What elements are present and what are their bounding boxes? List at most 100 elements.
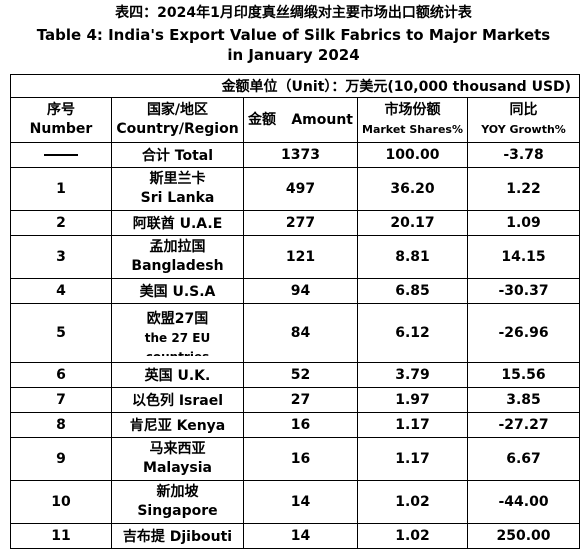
row-amount: 277 — [243, 210, 358, 236]
row-number: 5 — [10, 303, 112, 363]
header-country-en: Country/Region — [116, 121, 239, 137]
row-share: 1.17 — [357, 412, 468, 438]
row-number: 3 — [10, 235, 112, 279]
total-dash — [10, 142, 112, 168]
row-number: 1 — [10, 167, 112, 211]
row-yoy: 250.00 — [466, 523, 581, 549]
country-en: Malaysia — [143, 460, 212, 476]
total-share: 100.00 — [357, 142, 468, 168]
row-yoy: 6.67 — [466, 437, 581, 481]
header-number-en: Number — [29, 121, 93, 137]
row-number: 7 — [10, 387, 112, 413]
table-row: 8 肯尼亚 Kenya 16 1.17 -27.27 — [10, 412, 581, 438]
header-country-zh: 国家/地区 — [146, 102, 209, 118]
row-country: 以色列 Israel — [111, 387, 244, 413]
row-yoy: -26.96 — [466, 303, 581, 363]
row-country: 新加坡 Singapore — [111, 480, 244, 524]
row-number: 4 — [10, 278, 112, 304]
total-yoy: -3.78 — [466, 142, 581, 168]
table-row: 11 吉布提 Djibouti 14 1.02 250.00 — [10, 523, 581, 549]
header-share-zh: 市场份额 — [384, 102, 441, 118]
export-table: 金额单位（Unit）：万美元(10,000 thousand USD) 序号 N… — [9, 74, 581, 549]
table-row: 5 欧盟27国 the 27 EU countries 84 6.12 -26.… — [10, 303, 581, 363]
row-country: 阿联酋 U.A.E — [111, 210, 244, 236]
row-number: 2 — [10, 210, 112, 236]
table-row: 10 新加坡 Singapore 14 1.02 -44.00 — [10, 480, 581, 524]
row-share: 1.97 — [357, 387, 468, 413]
header-yoy-zh: 同比 — [509, 102, 538, 118]
header-amount-zh: 金额 — [248, 112, 276, 128]
row-country: 吉布提 Djibouti — [111, 523, 244, 549]
row-country: 英国 U.K. — [111, 362, 244, 388]
row-amount: 14 — [243, 523, 358, 549]
row-amount: 497 — [243, 167, 358, 211]
row-amount: 84 — [243, 303, 358, 363]
row-yoy: -27.27 — [466, 412, 581, 438]
title-english-line2: in January 2024 — [227, 46, 360, 64]
dash-mark — [44, 154, 78, 156]
row-amount: 27 — [243, 387, 358, 413]
header-country: 国家/地区 Country/Region — [111, 97, 244, 143]
title-english-line1: Table 4: India's Export Value of Silk Fa… — [36, 26, 551, 44]
row-yoy: 1.22 — [466, 167, 581, 211]
header-number-zh: 序号 — [47, 102, 75, 118]
country-en: Sri Lanka — [140, 190, 215, 206]
country-en: Singapore — [137, 503, 218, 519]
table-row: 3 孟加拉国 Bangladesh 121 8.81 14.15 — [10, 235, 581, 279]
header-yoy-en: YOY Growth% — [481, 123, 566, 136]
row-number: 10 — [10, 480, 112, 524]
table-row: 2 阿联酋 U.A.E 277 20.17 1.09 — [10, 210, 581, 236]
table-row: 9 马来西亚 Malaysia 16 1.17 6.67 — [10, 437, 581, 481]
header-amount: 金额 Amount — [243, 97, 358, 143]
table-row: 4 美国 U.S.A 94 6.85 -30.37 — [10, 278, 581, 304]
row-share: 6.12 — [357, 303, 468, 363]
row-number: 8 — [10, 412, 112, 438]
row-country: 欧盟27国 the 27 EU countries — [111, 303, 244, 363]
row-yoy: 1.09 — [466, 210, 581, 236]
country-clip: 欧盟27国 the 27 EU countries — [113, 310, 243, 356]
row-country: 马来西亚 Malaysia — [111, 437, 244, 481]
row-country: 孟加拉国 Bangladesh — [111, 235, 244, 279]
row-number: 9 — [10, 437, 112, 481]
header-share-en: Market Shares% — [362, 123, 463, 136]
row-share: 8.81 — [357, 235, 468, 279]
header-share: 市场份额 Market Shares% — [357, 97, 468, 143]
row-amount: 52 — [243, 362, 358, 388]
row-amount: 121 — [243, 235, 358, 279]
total-row: 合计 Total 1373 100.00 -3.78 — [10, 142, 581, 168]
country-zh: 孟加拉国 — [149, 239, 206, 255]
row-amount: 16 — [243, 437, 358, 481]
country-zh: 马来西亚 — [149, 441, 206, 457]
row-country: 肯尼亚 Kenya — [111, 412, 244, 438]
header-yoy: 同比 YOY Growth% — [466, 97, 581, 143]
row-yoy: 14.15 — [466, 235, 581, 279]
row-yoy: -30.37 — [466, 278, 581, 304]
country-en: the 27 EU — [144, 331, 211, 345]
row-amount: 14 — [243, 480, 358, 524]
row-share: 6.85 — [357, 278, 468, 304]
total-label: 合计 Total — [111, 142, 244, 168]
country-zh: 欧盟27国 — [146, 311, 209, 327]
header-amount-en: Amount — [291, 112, 353, 128]
row-number: 11 — [10, 523, 112, 549]
row-yoy: 15.56 — [466, 362, 581, 388]
row-share: 1.17 — [357, 437, 468, 481]
row-share: 3.79 — [357, 362, 468, 388]
row-share: 20.17 — [357, 210, 468, 236]
row-share: 36.20 — [357, 167, 468, 211]
row-yoy: -44.00 — [466, 480, 581, 524]
country-en-cont: countries — [113, 348, 243, 356]
total-amount: 1373 — [243, 142, 358, 168]
row-amount: 94 — [243, 278, 358, 304]
table-row: 6 英国 U.K. 52 3.79 15.56 — [10, 362, 581, 388]
row-country: 美国 U.S.A — [111, 278, 244, 304]
unit-note: 金额单位（Unit）：万美元(10,000 thousand USD) — [9, 74, 581, 98]
header-number: 序号 Number — [10, 97, 112, 143]
row-amount: 16 — [243, 412, 358, 438]
unit-row: 金额单位（Unit）：万美元(10,000 thousand USD) — [9, 74, 581, 98]
header-row: 序号 Number 国家/地区 Country/Region 金额 Amount… — [10, 97, 581, 143]
row-country: 斯里兰卡 Sri Lanka — [111, 167, 244, 211]
title-chinese: 表四：2024年1月印度真丝绸缎对主要市场出口额统计表 — [115, 5, 472, 21]
row-yoy: 3.85 — [466, 387, 581, 413]
